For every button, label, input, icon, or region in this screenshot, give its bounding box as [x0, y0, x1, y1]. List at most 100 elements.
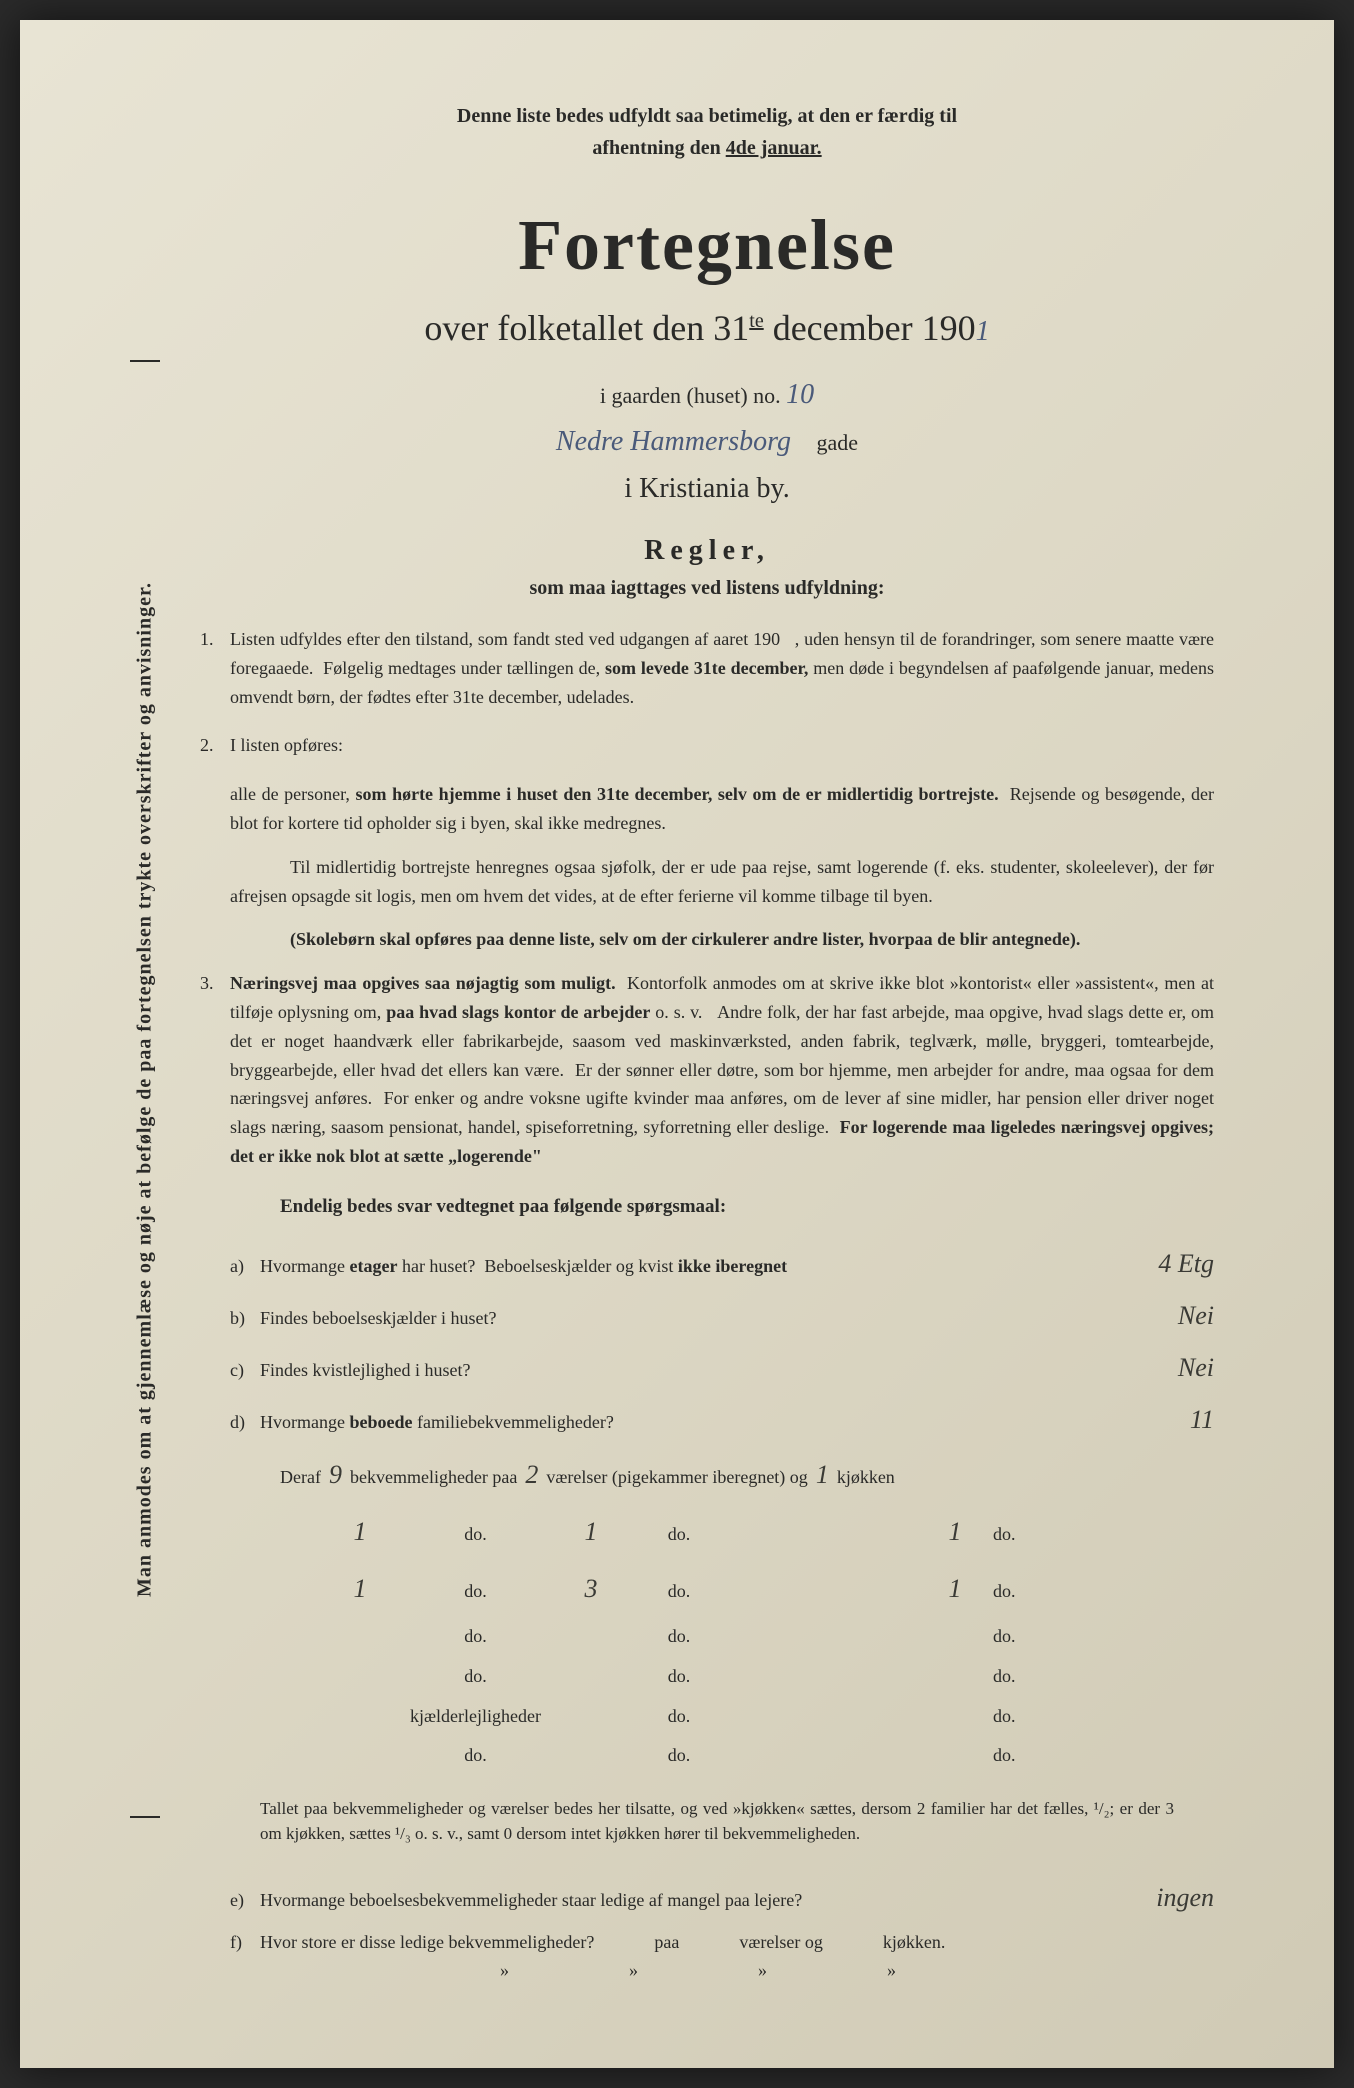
- rule-3-num: 3.: [200, 969, 230, 1171]
- subtitle-sup: te: [749, 310, 763, 332]
- subtitle-mid: december 190: [764, 308, 976, 348]
- question-d: d) Hvormange beboede familiebekvemmeligh…: [230, 1394, 1214, 1446]
- deraf-rooms: 2: [525, 1446, 538, 1503]
- qa-text: Hvormange etager har huset? Beboelseskjæ…: [260, 1248, 1143, 1284]
- r2-v2: 1: [561, 1503, 621, 1560]
- subtitle-prefix: over folketallet den 31: [424, 308, 749, 348]
- address-section: i gaarden (huset) no. 10: [200, 379, 1214, 411]
- r2-v3: 1: [925, 1503, 985, 1560]
- rule-2: 2. I listen opføres:: [200, 731, 1214, 760]
- rule-3-text: Næringsvej maa opgives saa nøjagtig som …: [230, 969, 1214, 1171]
- street-name: Nedre Hammersborg: [556, 426, 791, 457]
- deraf-kitchen: 1: [816, 1446, 829, 1503]
- deraf-row-3: 1 do. 3 do. 1 do.: [280, 1560, 1214, 1617]
- qb-answer: Nei: [1178, 1290, 1214, 1342]
- deraf-row-4: do. do. do.: [280, 1617, 1214, 1657]
- rule-2-para1: alle de personer, som hørte hjemme i hus…: [230, 780, 1214, 838]
- qf-text: Hvor store er disse ledige bekvemmelighe…: [260, 1924, 594, 1960]
- r3-do1: do.: [398, 1572, 553, 1612]
- notice-line1: Denne liste bedes udfyldt saa betimelig,…: [457, 105, 957, 127]
- ditto-3: »: [758, 1960, 767, 1981]
- r2-do3: do.: [993, 1515, 1016, 1555]
- ditto-1: »: [500, 1960, 509, 1981]
- deraf-text2: værelser (pigekammer iberegnet) og: [546, 1458, 807, 1498]
- r3-v2: 3: [561, 1560, 621, 1617]
- question-a: a) Hvormange etager har huset? Beboelses…: [230, 1238, 1214, 1290]
- qd-label: d): [230, 1404, 260, 1440]
- rule-2-num: 2.: [200, 731, 230, 760]
- r3-do3: do.: [993, 1572, 1016, 1612]
- deraf-row-5: do. do. do.: [280, 1657, 1214, 1697]
- r3-do2: do.: [629, 1572, 729, 1612]
- rule-2-para3: (Skolebørn skal opføres paa denne liste,…: [230, 925, 1214, 954]
- city-label: i Kristiania by.: [200, 473, 1214, 505]
- qf-label: f): [230, 1924, 260, 1960]
- address-label: i gaarden (huset) no.: [600, 383, 781, 408]
- qe-label: e): [230, 1882, 260, 1918]
- qd-text: Hvormange beboede familiebekvemmelighede…: [260, 1404, 1175, 1440]
- r6-do2: do.: [629, 1697, 729, 1737]
- qf-kjok: kjøkken.: [883, 1924, 946, 1960]
- rule-2-intro: I listen opføres:: [230, 731, 1214, 760]
- house-number: 10: [786, 379, 814, 410]
- qe-answer: ingen: [1156, 1872, 1214, 1924]
- rule-3: 3. Næringsvej maa opgives saa nøjagtig s…: [200, 969, 1214, 1171]
- qb-label: b): [230, 1300, 260, 1336]
- question-c: c) Findes kvistlejlighed i huset? Nei: [230, 1342, 1214, 1394]
- qf-vaer: værelser og: [739, 1924, 822, 1960]
- vertical-margin-note: Man anmodes om at gjennemlæse og nøje at…: [130, 360, 160, 1818]
- rule-1: 1. Listen udfyldes efter den tilstand, s…: [200, 625, 1214, 711]
- deraf-row-2: 1 do. 1 do. 1 do.: [280, 1503, 1214, 1560]
- r2-v1: 1: [330, 1503, 390, 1560]
- qe-text: Hvormange beboelsesbekvemmeligheder staa…: [260, 1882, 1141, 1918]
- deraf-text1: bekvemmeligheder paa: [350, 1458, 517, 1498]
- notice-date: 4de januar.: [726, 137, 822, 159]
- r5-do3: do.: [993, 1657, 1016, 1697]
- tallet-paragraph: Tallet paa bekvemmeligheder og værelser …: [260, 1796, 1174, 1847]
- question-e: e) Hvormange beboelsesbekvemmeligheder s…: [230, 1872, 1214, 1924]
- qa-answer: 4 Etg: [1158, 1238, 1214, 1290]
- r2-do1: do.: [398, 1515, 553, 1555]
- deraf-row-7: do. do. do.: [280, 1736, 1214, 1776]
- rules-heading: Regler,: [200, 535, 1214, 567]
- r3-v3: 1: [925, 1560, 985, 1617]
- question-f: f) Hvor store er disse ledige bekvemmeli…: [230, 1924, 1214, 1960]
- qc-text: Findes kvistlejlighed i huset?: [260, 1352, 1163, 1388]
- deraf-text3: kjøkken: [837, 1458, 895, 1498]
- qa-label: a): [230, 1248, 260, 1284]
- top-notice: Denne liste bedes udfyldt saa betimelig,…: [200, 100, 1214, 164]
- main-title: Fortegnelse: [200, 204, 1214, 287]
- r4-do3: do.: [993, 1617, 1016, 1657]
- qc-label: c): [230, 1352, 260, 1388]
- questions-header: Endelig bedes svar vedtegnet paa følgend…: [280, 1196, 1214, 1218]
- r7-do1: do.: [398, 1736, 553, 1776]
- bottom-dittos: » » » »: [500, 1960, 1214, 1981]
- qd-answer: 11: [1190, 1394, 1214, 1446]
- qb-text: Findes beboelseskjælder i huset?: [260, 1300, 1163, 1336]
- rule-2-para2: Til midlertidig bortrejste henregnes ogs…: [230, 853, 1214, 911]
- ditto-4: »: [887, 1960, 896, 1981]
- r5-do1: do.: [398, 1657, 553, 1697]
- qc-answer: Nei: [1178, 1342, 1214, 1394]
- ditto-2: »: [629, 1960, 638, 1981]
- rule-1-text: Listen udfyldes efter den tilstand, som …: [230, 625, 1214, 711]
- deraf-label: Deraf: [280, 1458, 321, 1498]
- deraf-row-1: Deraf 9 bekvemmeligheder paa 2 værelser …: [280, 1446, 1214, 1503]
- r5-do2: do.: [629, 1657, 729, 1697]
- document-page: Man anmodes om at gjennemlæse og nøje at…: [20, 20, 1334, 2068]
- r4-do1: do.: [398, 1617, 553, 1657]
- deraf-row-6: kjælderlejligheder do. do.: [280, 1697, 1214, 1737]
- gade-label: gade: [817, 430, 859, 455]
- street-line: Nedre Hammersborg gade: [200, 426, 1214, 458]
- kjaelder: kjælderlejligheder: [398, 1697, 553, 1737]
- r7-do3: do.: [993, 1736, 1016, 1776]
- subtitle: over folketallet den 31te december 1901: [200, 307, 1214, 349]
- rules-subheading: som maa iagttages ved listens udfyldning…: [200, 577, 1214, 600]
- r6-do3: do.: [993, 1697, 1016, 1737]
- r3-v1: 1: [330, 1560, 390, 1617]
- r2-do2: do.: [629, 1515, 729, 1555]
- year-digit: 1: [976, 316, 990, 347]
- rule-1-num: 1.: [200, 625, 230, 711]
- question-b: b) Findes beboelseskjælder i huset? Nei: [230, 1290, 1214, 1342]
- deraf-count: 9: [329, 1446, 342, 1503]
